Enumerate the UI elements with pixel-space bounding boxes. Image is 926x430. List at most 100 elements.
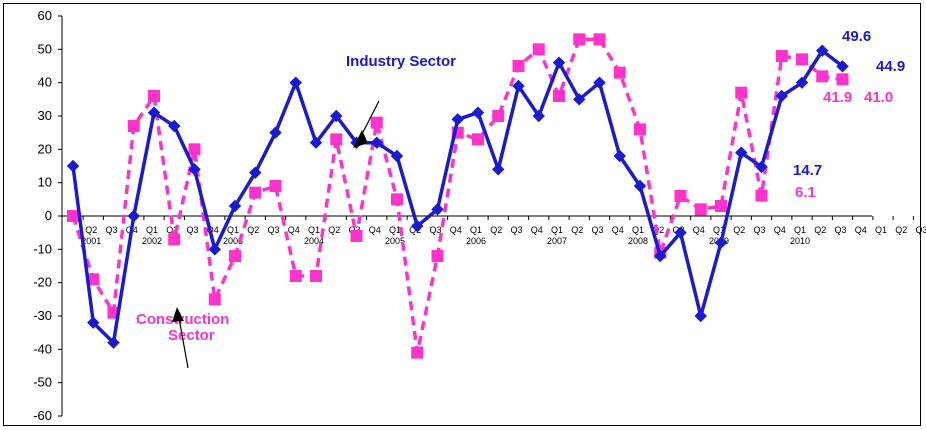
quarter-tick-label: Q4 (207, 225, 219, 235)
quarter-tick-label: Q4 (450, 225, 462, 235)
quarter-tick-label: Q1 (713, 225, 725, 235)
construction-label-2010q3: 41.9 (823, 89, 852, 106)
industry-label-2010q4: 44.9 (876, 58, 905, 75)
industry-point (816, 44, 829, 57)
industry-point (694, 309, 707, 323)
construction-point (229, 250, 241, 262)
industry-arrow-head (353, 130, 368, 148)
quarter-tick-label: Q4 (288, 225, 300, 235)
y-tick-label: 20 (38, 141, 52, 156)
year-tick-label: 2006 (466, 236, 486, 246)
industry-point (714, 236, 728, 249)
industry-point (289, 76, 302, 89)
quarter-tick-label: Q2 (166, 225, 178, 235)
industry-point (532, 109, 545, 123)
quarter-tick-label: Q3 (591, 225, 603, 235)
quarter-tick-label: Q3 (429, 225, 441, 235)
quarter-tick-label: Q2 (733, 225, 745, 235)
industry-point (87, 316, 100, 329)
quarter-tick-label: Q3 (186, 225, 198, 235)
quarter-tick-label: Q2 (85, 225, 97, 235)
industry-point (451, 113, 464, 126)
quarter-tick-label: Q2 (814, 225, 826, 235)
construction-point (532, 43, 545, 56)
industry-point (208, 243, 221, 256)
y-tick-label: 40 (38, 75, 52, 90)
year-tick-label: 2005 (385, 236, 405, 246)
industry-point (755, 160, 768, 174)
quarter-tick-label: Q4 (693, 225, 705, 235)
industry-label-2009q4: 14.7 (793, 162, 822, 179)
industry-sector-label: Industry Sector (346, 53, 456, 70)
construction-point (350, 230, 363, 242)
construction-point (694, 203, 707, 216)
construction-point (370, 116, 383, 129)
quarter-tick-label: Q1 (308, 225, 320, 235)
industry-point (147, 106, 161, 119)
construction-point (391, 193, 403, 206)
y-tick-label: -40 (33, 341, 52, 356)
construction-point (836, 73, 849, 86)
quarter-tick-label: Q2 (571, 225, 583, 235)
industry-point (309, 136, 323, 149)
annotations: Industry Sector Construction Sector 14.7… (136, 28, 905, 369)
y-tick-label: 10 (38, 175, 52, 190)
quarter-tick-label: Q3 (834, 225, 846, 235)
industry-point (552, 56, 566, 69)
y-tick-label: -20 (33, 275, 52, 290)
construction-point (249, 186, 262, 199)
quarter-tick-label: Q4 (531, 225, 543, 235)
construction-point (553, 90, 565, 102)
y-tick-label: 50 (38, 41, 52, 56)
year-tick-label: 2002 (142, 236, 162, 246)
quarter-tick-label: Q3 (267, 225, 279, 235)
construction-point (411, 346, 424, 359)
construction-point (330, 133, 343, 146)
construction-point (593, 33, 606, 46)
industry-point (370, 136, 383, 149)
quarter-tick-label: Q1 (470, 225, 482, 235)
construction-point (512, 60, 525, 72)
quarter-tick-label: Q2 (490, 225, 502, 235)
quarter-tick-label: Q3 (105, 225, 117, 235)
industry-point (107, 336, 120, 349)
industry-point (593, 76, 606, 89)
y-tick-label: -60 (33, 408, 52, 423)
construction-sector-label-line2: Sector (168, 327, 215, 344)
industry-point (269, 126, 282, 139)
construction-point (289, 270, 302, 282)
y-tick-label: -30 (33, 308, 52, 323)
chart-frame (3, 3, 921, 426)
quarter-tick-label: Q1 (794, 225, 806, 235)
construction-point (148, 90, 160, 102)
y-tick-label: -10 (33, 241, 52, 256)
quarter-tick-label: Q4 (369, 225, 381, 235)
quarter-tick-label: Q3 (753, 225, 765, 235)
construction-point (310, 270, 322, 282)
quarter-tick-label: Q1 (146, 225, 158, 235)
quarter-tick-label: Q4 (855, 225, 867, 235)
construction-point (573, 33, 586, 46)
year-tick-label: 2004 (304, 236, 324, 246)
quarter-tick-label: Q1 (875, 225, 887, 235)
industry-point (492, 163, 505, 176)
construction-series-line (71, 37, 843, 355)
construction-point (188, 143, 201, 156)
quarter-tick-label: Q1 (551, 225, 563, 235)
year-tick-label: 2008 (628, 236, 648, 246)
industry-point (654, 249, 667, 263)
construction-label-2010q4: 41.0 (864, 89, 893, 106)
y-tick-label: 30 (38, 108, 52, 123)
year-tick-label: 2001 (81, 236, 101, 246)
industry-point (795, 76, 809, 89)
quarter-tick-label: Q3 (510, 225, 522, 235)
industry-point (471, 106, 485, 119)
y-tick-label: -50 (33, 375, 52, 390)
construction-point (735, 86, 748, 99)
industry-point (66, 159, 80, 173)
industry-point (411, 219, 424, 233)
year-tick-label: 2003 (223, 236, 243, 246)
construction-point (127, 120, 140, 132)
y-tick-label: 0 (45, 208, 52, 223)
